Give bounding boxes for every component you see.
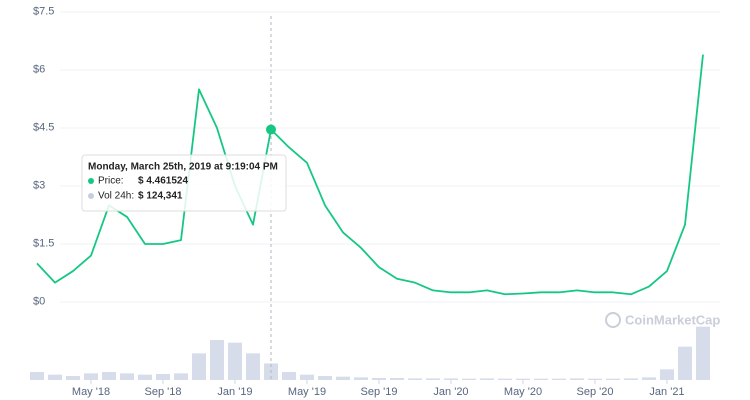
volume-bar: [138, 374, 152, 380]
volume-bar: [372, 378, 386, 380]
y-tick-label: $7.5: [33, 5, 54, 17]
volume-bar: [102, 372, 116, 380]
volume-bar: [606, 378, 620, 380]
volume-bar: [174, 373, 188, 380]
volume-bar: [534, 378, 548, 380]
volume-bar: [570, 378, 584, 380]
volume-bar: [48, 374, 62, 380]
tooltip-box: [81, 154, 287, 212]
volume-bar: [696, 326, 710, 380]
hover-point: [266, 124, 276, 135]
volume-bar: [30, 372, 44, 380]
volume-bar: [210, 340, 224, 380]
y-tick-label: $1.5: [33, 237, 54, 249]
tooltip-title: Monday, March 25th, 2019 at 9:19:04 PM: [88, 162, 278, 173]
x-tick-label: Jan '20: [433, 386, 468, 398]
volume-bar: [300, 374, 314, 380]
tooltip-price-label: Price:: [98, 176, 124, 187]
volume-bar: [588, 378, 602, 380]
volume-bar: [444, 378, 458, 380]
volume-bar: [390, 378, 404, 380]
volume-bar: [480, 378, 494, 380]
volume-bar: [642, 377, 656, 380]
volume-bar: [462, 378, 476, 380]
tooltip-price: $ 4.461524: [138, 176, 188, 187]
y-tick-label: $4.5: [33, 121, 54, 133]
volume-bar: [660, 369, 674, 380]
volume-bar: [354, 377, 368, 380]
volume-bar: [120, 373, 134, 380]
tooltip-volume: $ 124,341: [138, 191, 183, 202]
volume-bar: [624, 378, 638, 380]
y-tick-label: $0: [33, 295, 45, 307]
volume-bar: [552, 378, 566, 380]
watermark-text: CoinMarketCap: [625, 312, 720, 327]
x-tick-label: May '19: [288, 386, 326, 398]
volume-bar: [408, 378, 422, 380]
watermark: CoinMarketCap: [605, 312, 720, 328]
volume-bar: [66, 376, 80, 380]
volume-bar: [246, 353, 260, 380]
tooltip-price-dot: [88, 178, 94, 184]
volume-bar: [516, 378, 530, 380]
volume-bar: [318, 376, 332, 380]
volume-bar: [156, 374, 170, 380]
tooltip-volume-label: Vol 24h:: [98, 191, 134, 202]
tooltip-volume-dot: [88, 193, 94, 199]
volume-bar: [678, 346, 692, 380]
x-tick-label: Jan '21: [649, 386, 684, 398]
volume-bar: [192, 353, 206, 380]
x-tick-label: Sep '20: [577, 386, 614, 398]
volume-bar: [228, 342, 242, 380]
volume-bar: [498, 378, 512, 380]
y-tick-label: $6: [33, 63, 45, 75]
price-line: [36, 54, 704, 296]
volume-bar: [426, 378, 440, 380]
x-tick-label: May '20: [504, 386, 542, 398]
x-tick-label: Jan '19: [217, 386, 252, 398]
x-tick-label: Sep '18: [145, 386, 182, 398]
volume-bar: [84, 373, 98, 380]
y-tick-label: $3: [33, 179, 45, 191]
volume-bar: [336, 376, 350, 380]
volume-bar: [282, 372, 296, 380]
watermark-logo: [605, 312, 621, 328]
tooltip: Monday, March 25th, 2019 at 9:19:04 PM Pr…: [81, 154, 287, 212]
x-tick-label: Sep '19: [361, 386, 398, 398]
x-tick-label: May '18: [72, 386, 110, 398]
